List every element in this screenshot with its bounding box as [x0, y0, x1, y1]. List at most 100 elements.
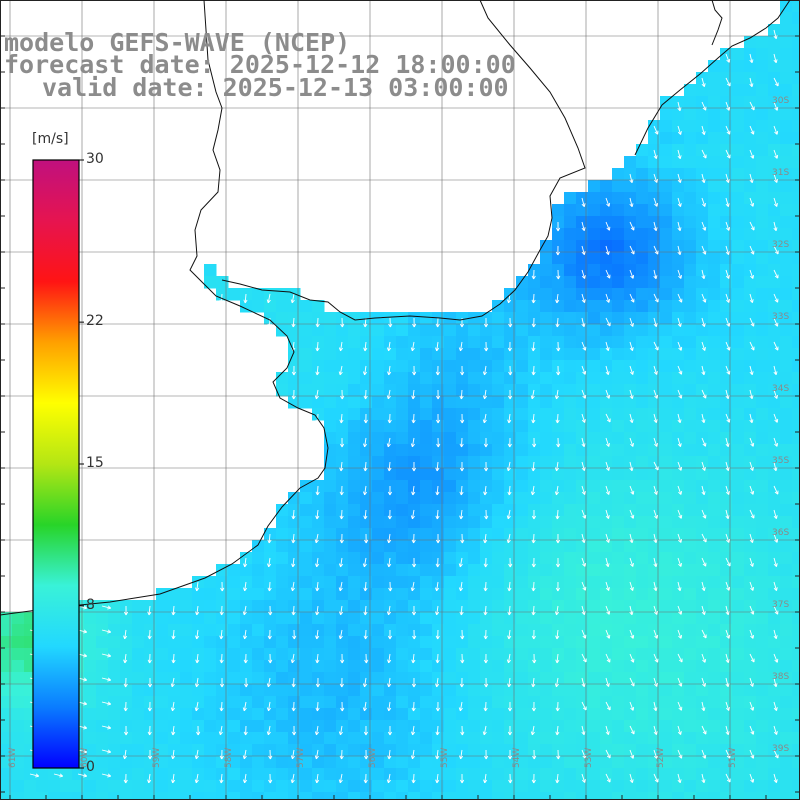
wind-speed-cell: [372, 576, 385, 589]
wind-arrow: [556, 749, 561, 760]
wind-speed-cell: [684, 132, 697, 145]
wind-arrow: [725, 533, 730, 543]
wind-speed-cell: [432, 612, 445, 625]
wind-speed-cell: [792, 756, 800, 769]
wind-speed-cell: [348, 612, 361, 625]
wind-arrow: [677, 197, 682, 207]
wind-speed-cell: [708, 396, 721, 409]
wind-speed-cell: [336, 792, 349, 800]
wind-speed-cell: [684, 516, 697, 529]
wind-speed-cell: [552, 228, 565, 241]
wind-speed-cell: [696, 156, 709, 169]
wind-speed-cell: [636, 276, 649, 289]
wind-speed-cell: [672, 180, 685, 193]
wind-speed-cell: [288, 612, 301, 625]
wind-speed-cell: [120, 792, 133, 800]
wind-arrow: [362, 557, 367, 568]
wind-arrow: [531, 317, 536, 328]
wind-speed-cell: [612, 336, 625, 349]
wind-arrow: [508, 557, 513, 568]
wind-speed-cell: [660, 432, 673, 445]
wind-speed-cell: [372, 636, 385, 649]
wind-speed-cell: [288, 660, 301, 673]
wind-speed-cell: [252, 552, 265, 565]
wind-speed-cell: [612, 168, 625, 181]
wind-speed-cell: [732, 264, 745, 277]
wind-speed-cell: [732, 672, 745, 685]
wind-speed-cell: [396, 612, 409, 625]
wind-speed-cell: [504, 612, 517, 625]
wind-speed-cell: [636, 480, 649, 493]
wind-arrow: [363, 773, 368, 784]
wind-speed-cell: [552, 684, 565, 697]
wind-speed-cell: [204, 636, 217, 649]
wind-speed-cell: [660, 768, 673, 781]
wind-speed-cell: [576, 348, 589, 361]
wind-speed-cell: [732, 576, 745, 589]
wind-speed-cell: [480, 732, 493, 745]
wind-arrow: [292, 629, 297, 640]
wind-arrow: [581, 677, 586, 688]
latitude-label: 33S: [772, 312, 790, 322]
wind-speed-cell: [564, 708, 577, 721]
wind-speed-cell: [564, 768, 577, 781]
wind-speed-cell: [516, 468, 529, 481]
wind-speed-cell: [696, 756, 709, 769]
wind-speed-cell: [780, 540, 793, 553]
wind-speed-cell: [576, 444, 589, 457]
wind-speed-cell: [636, 576, 649, 589]
wind-speed-cell: [696, 132, 709, 145]
wind-speed-cell: [780, 168, 793, 181]
wind-arrow: [483, 773, 488, 784]
wind-speed-cell: [744, 324, 757, 337]
wind-speed-cell: [588, 576, 601, 589]
wind-speed-cell: [564, 528, 577, 541]
wind-speed-cell: [552, 792, 565, 800]
wind-speed-cell: [468, 528, 481, 541]
wind-speed-cell: [780, 480, 793, 493]
wind-arrow: [677, 125, 682, 135]
wind-speed-cell: [636, 744, 649, 757]
wind-arrow: [773, 749, 779, 759]
wind-arrow: [219, 605, 224, 616]
wind-speed-cell: [312, 564, 325, 577]
wind-speed-cell: [660, 324, 673, 337]
wind-speed-cell: [540, 264, 553, 277]
wind-speed-cell: [636, 528, 649, 541]
wind-speed-cell: [684, 180, 697, 193]
wind-speed-cell: [348, 516, 361, 529]
wind-speed-cell: [480, 444, 493, 457]
wind-speed-cell: [720, 588, 733, 601]
wind-speed-cell: [96, 636, 109, 649]
wind-speed-cell: [780, 372, 793, 385]
wind-speed-cell: [360, 780, 373, 793]
wind-speed-cell: [540, 720, 553, 733]
wind-arrow: [435, 413, 441, 424]
wind-speed-cell: [696, 780, 709, 793]
wind-speed-cell: [372, 468, 385, 481]
wind-speed-cell: [636, 192, 649, 205]
wind-speed-cell: [204, 768, 217, 781]
wind-speed-cell: [348, 312, 361, 325]
wind-speed-cell: [228, 756, 241, 769]
wind-speed-cell: [240, 660, 253, 673]
wind-arrow: [530, 389, 535, 400]
wind-arrow: [484, 749, 489, 760]
wind-speed-cell: [720, 756, 733, 769]
wind-speed-cell: [0, 636, 13, 649]
wind-arrow: [773, 725, 778, 735]
wind-speed-cell: [708, 252, 721, 265]
wind-arrow: [773, 509, 778, 519]
wind-speed-cell: [276, 300, 289, 313]
wind-arrow: [581, 317, 586, 328]
wind-speed-cell: [432, 420, 445, 433]
wind-speed-cell: [672, 564, 685, 577]
wind-speed-cell: [744, 612, 757, 625]
wind-speed-cell: [576, 756, 589, 769]
wind-arrow: [484, 341, 489, 352]
wind-speed-cell: [792, 276, 800, 289]
wind-speed-cell: [444, 768, 457, 781]
wind-speed-cell: [708, 180, 721, 193]
wind-speed-cell: [744, 420, 757, 433]
wind-arrow: [629, 749, 635, 759]
